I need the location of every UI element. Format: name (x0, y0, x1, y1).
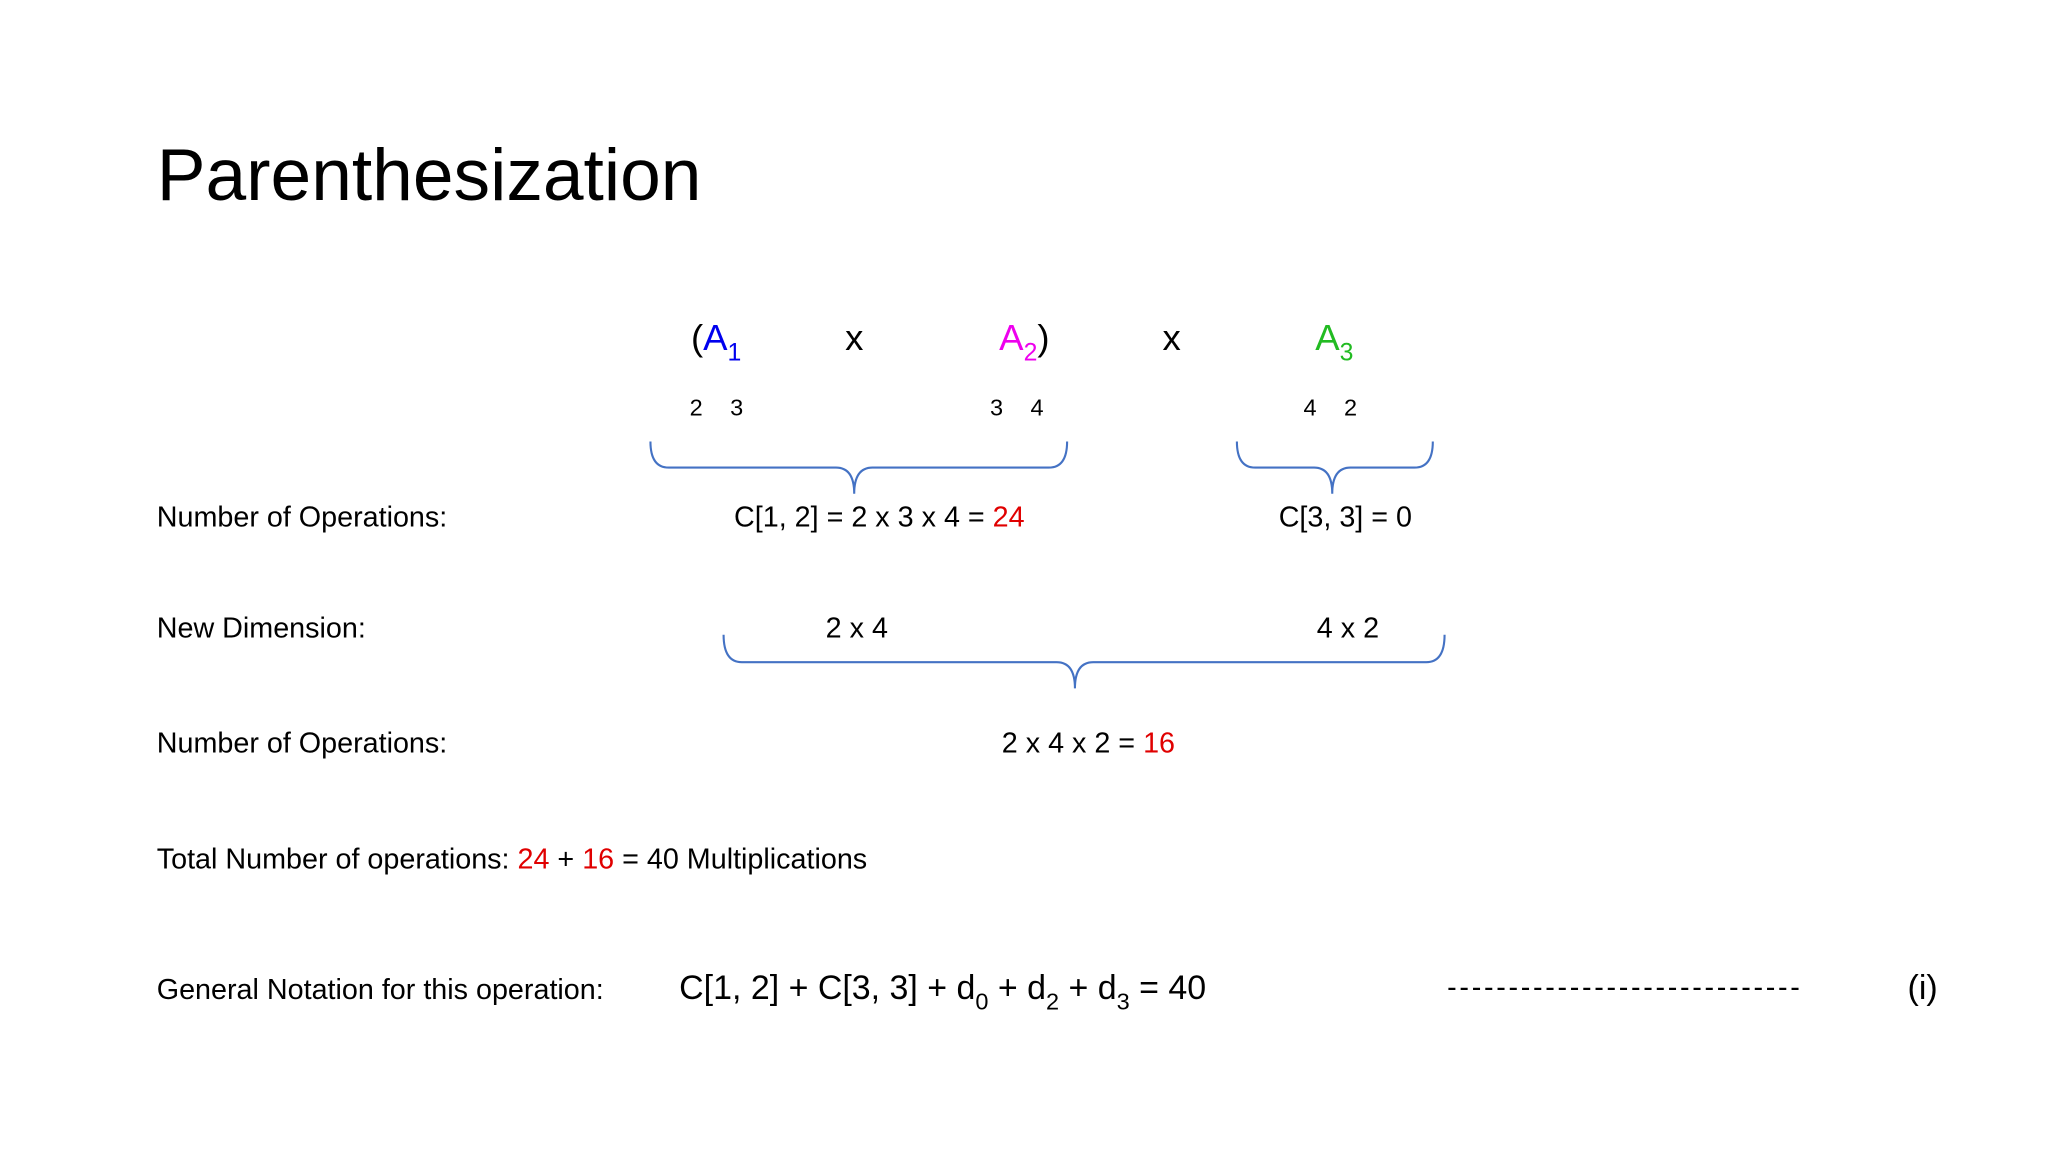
subscript: 3 (1117, 989, 1130, 1015)
matrix-term: A3 (1315, 317, 1353, 366)
dimension-result: 4 x 2 (1317, 612, 1379, 644)
dimension: 3 (730, 394, 743, 420)
matrix-subscript: 3 (1340, 339, 1354, 366)
dimension: 4 (1304, 394, 1317, 420)
matrix-term: (A1 (691, 317, 741, 366)
dashes: ----------------------------- (1447, 972, 1800, 1004)
operator: x (845, 317, 863, 358)
subscript: 2 (1046, 989, 1059, 1015)
cost-expression: C[1, 2] = 2 x 3 x 4 = 24 (734, 501, 1025, 533)
term: 24 (518, 844, 550, 876)
brace (722, 634, 1446, 689)
operator: + (549, 844, 582, 876)
total-label: Total Number of operations: (157, 844, 518, 876)
result: 24 (993, 501, 1025, 533)
formula: C[1, 2] + C[3, 3] + d0 + d2 + d3 = 40 (679, 969, 1206, 1014)
matrix-subscript: 1 (728, 339, 742, 366)
dimension: 3 (990, 394, 1003, 420)
equation-tag: (i) (1908, 969, 1938, 1007)
open-paren: ( (691, 317, 703, 358)
matrix-term: A2) (999, 317, 1049, 366)
expression: 2 x 4 x 2 = (1002, 727, 1143, 759)
formula-part: + d (988, 969, 1046, 1007)
total-result: = 40 Multiplications (614, 844, 867, 876)
matrix-name: A (999, 317, 1024, 358)
dimension-result: 2 x 4 (826, 612, 888, 644)
brace (649, 441, 1069, 494)
dimension: 2 (690, 394, 703, 420)
row-label: General Notation for this operation: (157, 974, 604, 1006)
subscript: 0 (975, 989, 988, 1015)
row-label: Number of Operations: (157, 501, 448, 533)
brace (1235, 441, 1434, 494)
cost-expression: C[3, 3] = 0 (1279, 501, 1412, 533)
row-label: New Dimension: (157, 612, 366, 644)
total-line: Total Number of operations: 24 + 16 = 40… (157, 844, 867, 876)
close-paren: ) (1037, 317, 1049, 358)
result: 16 (1143, 727, 1175, 759)
matrix-subscript: 2 (1024, 339, 1038, 366)
operator: x (1162, 317, 1180, 358)
expression: C[1, 2] = 2 x 3 x 4 = (734, 501, 993, 533)
matrix-name: A (1315, 317, 1340, 358)
cost-expression: 2 x 4 x 2 = 16 (1002, 727, 1175, 759)
slide-title: Parenthesization (157, 135, 702, 216)
formula-part: + d (1059, 969, 1117, 1007)
dimension: 2 (1344, 394, 1357, 420)
formula-part: C[1, 2] + C[3, 3] + d (679, 969, 975, 1007)
term: 16 (582, 844, 614, 876)
matrix-name: A (703, 317, 728, 358)
row-label: Number of Operations: (157, 727, 448, 759)
formula-part: = 40 (1130, 969, 1206, 1007)
dimension: 4 (1031, 394, 1044, 420)
